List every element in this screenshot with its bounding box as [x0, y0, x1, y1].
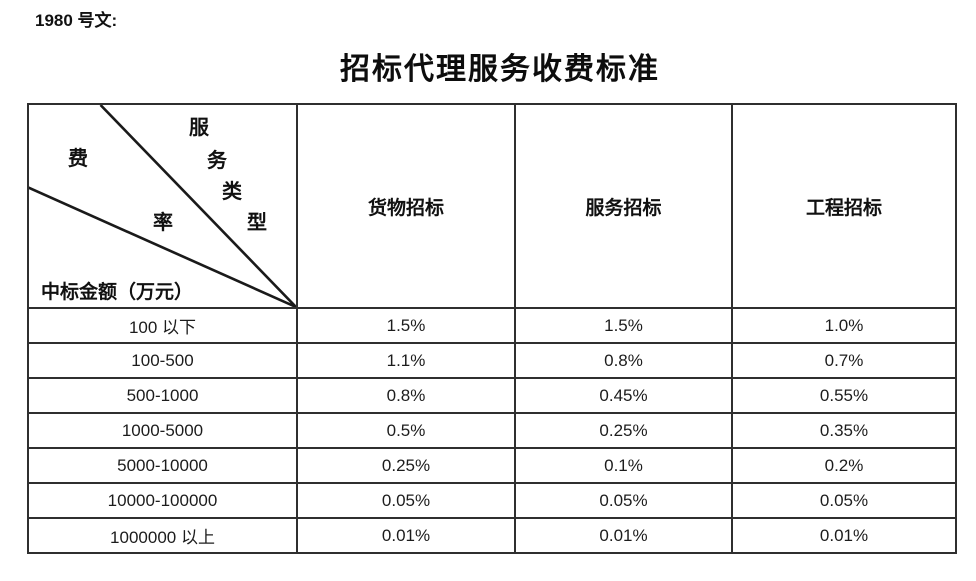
- corner-label-rate-char: 率: [153, 210, 173, 234]
- corner-label-type-char: 服: [189, 115, 209, 139]
- fee-standard-table: 服 务 类 型 费 率 中标金额（万元） 货物招标 服务招标 工程招标 100 …: [27, 103, 957, 554]
- rate-cell-service: 0.01%: [514, 517, 733, 554]
- corner-label-rate-char: 费: [68, 146, 88, 170]
- document-ref: 1980 号文:: [35, 11, 118, 30]
- amount-range-cell: 100-500: [27, 342, 298, 379]
- amount-range-cell: 500-1000: [27, 377, 298, 414]
- rate-cell-goods: 0.8%: [296, 377, 516, 414]
- amount-range-cell: 100 以下: [27, 307, 298, 344]
- amount-range-cell: 1000-5000: [27, 412, 298, 449]
- rate-cell-engineering: 0.2%: [731, 447, 957, 484]
- page-title: 招标代理服务收费标准: [340, 52, 660, 87]
- table-row: 1000000 以上 0.01% 0.01% 0.01%: [27, 517, 957, 554]
- table-row: 100-500 1.1% 0.8% 0.7%: [27, 342, 957, 379]
- table-row: 500-1000 0.8% 0.45% 0.55%: [27, 377, 957, 414]
- table-row: 1000-5000 0.5% 0.25% 0.35%: [27, 412, 957, 449]
- rate-cell-engineering: 0.05%: [731, 482, 957, 519]
- rate-cell-service: 0.8%: [514, 342, 733, 379]
- rate-cell-engineering: 1.0%: [731, 307, 957, 344]
- rate-cell-engineering: 0.35%: [731, 412, 957, 449]
- column-header-service: 服务招标: [514, 103, 733, 309]
- table-row: 5000-10000 0.25% 0.1% 0.2%: [27, 447, 957, 484]
- rate-cell-goods: 0.5%: [296, 412, 516, 449]
- table-row: 100 以下 1.5% 1.5% 1.0%: [27, 307, 957, 344]
- corner-label-type-char: 型: [247, 210, 267, 234]
- rate-cell-engineering: 0.55%: [731, 377, 957, 414]
- amount-range-cell: 10000-100000: [27, 482, 298, 519]
- rate-cell-service: 0.25%: [514, 412, 733, 449]
- diagonal-line-upper: [99, 106, 295, 306]
- table-row: 10000-100000 0.05% 0.05% 0.05%: [27, 482, 957, 519]
- rate-cell-goods: 0.25%: [296, 447, 516, 484]
- rate-cell-goods: 0.01%: [296, 517, 516, 554]
- corner-label-type-char: 类: [222, 179, 242, 203]
- rate-cell-service: 0.1%: [514, 447, 733, 484]
- corner-label-amount: 中标金额（万元）: [41, 281, 194, 303]
- column-header-goods: 货物招标: [296, 103, 516, 309]
- rate-cell-engineering: 0.01%: [731, 517, 957, 554]
- corner-label-type-char: 务: [207, 148, 227, 172]
- rate-cell-goods: 1.1%: [296, 342, 516, 379]
- rate-cell-goods: 1.5%: [296, 307, 516, 344]
- amount-range-cell: 1000000 以上: [27, 517, 298, 554]
- amount-range-cell: 5000-10000: [27, 447, 298, 484]
- table-corner-cell: 服 务 类 型 费 率 中标金额（万元）: [27, 103, 298, 309]
- rate-cell-service: 0.45%: [514, 377, 733, 414]
- column-header-engineering: 工程招标: [731, 103, 957, 309]
- diagonal-split-lines: [30, 106, 295, 306]
- rate-cell-service: 1.5%: [514, 307, 733, 344]
- diagonal-line-lower: [30, 186, 295, 306]
- rate-cell-service: 0.05%: [514, 482, 733, 519]
- rate-cell-goods: 0.05%: [296, 482, 516, 519]
- table-header-row: 服 务 类 型 费 率 中标金额（万元） 货物招标 服务招标 工程招标: [27, 103, 957, 309]
- rate-cell-engineering: 0.7%: [731, 342, 957, 379]
